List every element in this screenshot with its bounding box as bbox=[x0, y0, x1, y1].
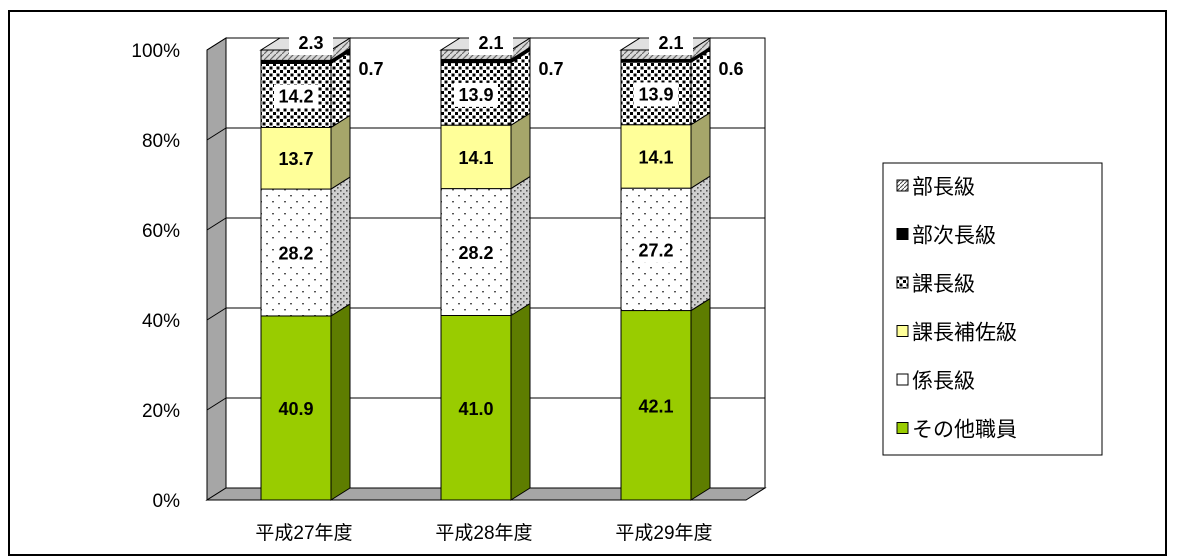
bars: 40.9 28.2 13.7 14.2 0.7 2.3 41.0 28.2 14.1 13.9 0.… bbox=[259, 31, 744, 501]
side-wall bbox=[206, 37, 227, 501]
legend-label: 部長級 bbox=[912, 176, 975, 199]
bar-segment bbox=[620, 175, 711, 312]
bar-side bbox=[510, 302, 531, 501]
bar-face bbox=[260, 315, 332, 501]
gridline-side bbox=[206, 307, 227, 321]
legend-swatch bbox=[896, 373, 909, 386]
bar-side bbox=[510, 49, 531, 127]
bar-segment bbox=[260, 47, 351, 65]
data-label: 42.1 bbox=[638, 396, 673, 416]
bar-segment bbox=[440, 302, 531, 501]
data-label: 13.7 bbox=[278, 149, 313, 169]
legend-swatch bbox=[896, 179, 909, 192]
data-label-bg bbox=[634, 238, 678, 263]
legend-label: その他職員 bbox=[912, 419, 1017, 442]
gridline-side bbox=[206, 397, 227, 411]
legend-swatch bbox=[896, 325, 909, 337]
data-label: 2.1 bbox=[478, 33, 503, 53]
bar-segment bbox=[440, 175, 531, 317]
y-tick-label: 60% bbox=[142, 221, 180, 242]
data-label: 14.1 bbox=[638, 147, 673, 167]
bar-segment bbox=[440, 112, 531, 190]
bar-side bbox=[690, 297, 711, 501]
bar-side bbox=[330, 50, 351, 129]
legend-swatch bbox=[896, 422, 909, 434]
data-label: 13.9 bbox=[458, 85, 493, 105]
data-label-bg bbox=[454, 241, 498, 266]
data-label-bg bbox=[649, 31, 693, 55]
data-label: 28.2 bbox=[278, 244, 313, 264]
y-tick-label: 80% bbox=[142, 131, 180, 152]
bar-face bbox=[260, 126, 332, 190]
legend-label: 課長補佐級 bbox=[912, 322, 1017, 345]
gridline-side bbox=[206, 127, 227, 141]
x-axis-label: 平成27年度 bbox=[255, 522, 352, 544]
bar-side bbox=[690, 175, 711, 312]
legend-label: 部次長級 bbox=[912, 225, 996, 248]
data-label: 0.6 bbox=[718, 59, 743, 79]
gridline-side bbox=[206, 37, 227, 51]
data-label-bg bbox=[274, 241, 318, 266]
x-axis-label: 平成28年度 bbox=[435, 522, 532, 544]
data-label-bg bbox=[634, 82, 678, 107]
bar-segment bbox=[260, 303, 351, 501]
y-tick-label: 0% bbox=[153, 491, 181, 512]
y-tick-label: 100% bbox=[131, 41, 180, 62]
x-axis-label: 平成29年度 bbox=[615, 522, 712, 544]
bar-face bbox=[620, 124, 692, 189]
data-label: 27.2 bbox=[638, 240, 673, 260]
bar-side bbox=[330, 114, 351, 190]
bar-side bbox=[330, 303, 351, 501]
data-label: 2.3 bbox=[298, 33, 323, 53]
data-label: 41.0 bbox=[458, 399, 493, 419]
data-label-bg bbox=[289, 31, 333, 55]
data-label-bg bbox=[454, 82, 498, 107]
bar-side bbox=[330, 176, 351, 317]
data-label-bg bbox=[274, 84, 318, 109]
legend-box bbox=[882, 162, 1103, 456]
data-label: 2.1 bbox=[658, 33, 683, 53]
y-axis-ticks: 0% 20% 40% 60% 80% 100% bbox=[131, 41, 180, 512]
gridline-side bbox=[206, 217, 227, 231]
y-tick-label: 40% bbox=[142, 311, 180, 332]
bar-face bbox=[620, 310, 692, 501]
data-label-bg bbox=[469, 31, 513, 55]
x-axis-labels: 平成27年度 平成28年度 平成29年度 bbox=[255, 522, 712, 544]
data-label: 14.1 bbox=[458, 148, 493, 168]
data-label: 14.2 bbox=[278, 86, 313, 106]
y-tick-label: 20% bbox=[142, 401, 180, 422]
legend-label: 係長級 bbox=[912, 370, 975, 393]
bar-segment bbox=[260, 114, 351, 190]
bar-side bbox=[690, 49, 711, 126]
bar-face bbox=[440, 124, 512, 190]
bar-side bbox=[510, 175, 531, 317]
data-label: 0.7 bbox=[358, 59, 383, 79]
data-label: 40.9 bbox=[278, 399, 313, 419]
bar-side bbox=[510, 112, 531, 190]
data-label: 28.2 bbox=[458, 243, 493, 263]
legend-swatch bbox=[896, 228, 909, 240]
data-label: 13.9 bbox=[638, 84, 673, 104]
legend-swatch bbox=[896, 276, 909, 289]
bar-segment bbox=[620, 111, 711, 190]
data-label: 0.7 bbox=[538, 59, 563, 79]
bar-side bbox=[690, 111, 711, 190]
legend-label: 課長級 bbox=[912, 273, 975, 296]
